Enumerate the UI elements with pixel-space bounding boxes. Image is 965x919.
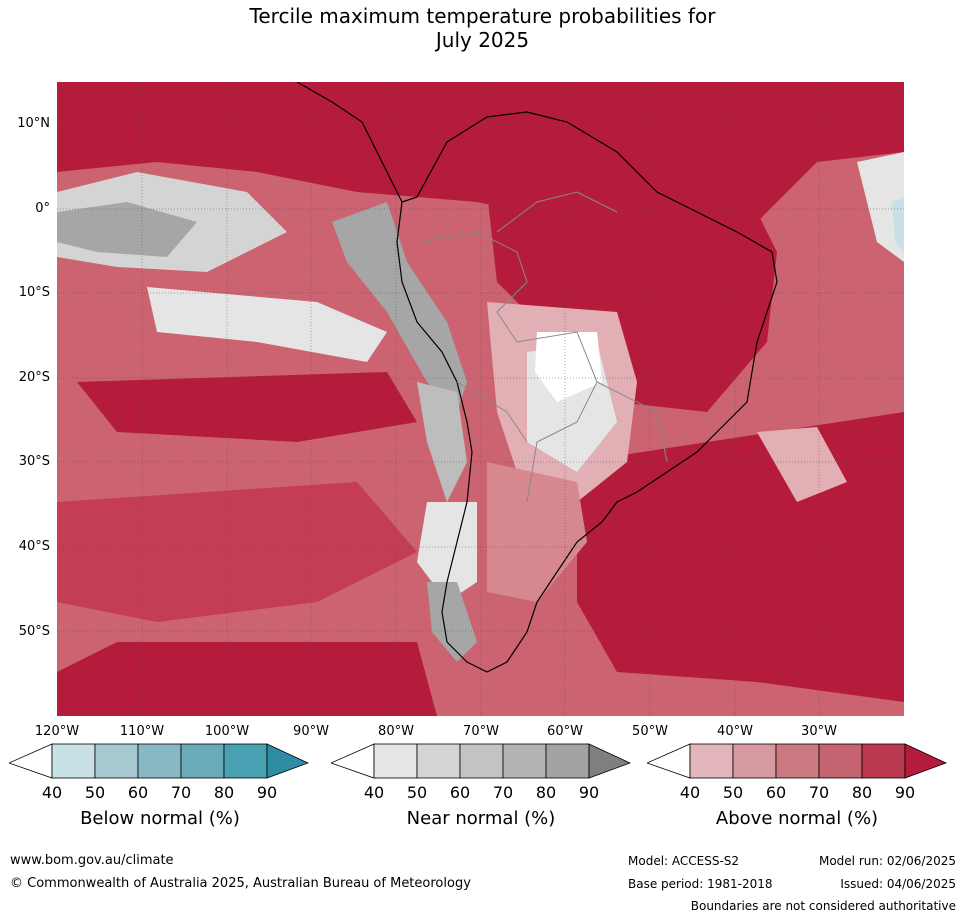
legend-below-swatch-3 [180,743,225,779]
legend-near-swatch-4 [545,743,590,779]
region-near-70-coast-south [417,382,467,502]
lon-label-120w: 120°W [34,724,80,739]
legend-above-swatch-4 [861,743,906,779]
lat-label-10n: 10°N [17,116,50,131]
legend-near-tick: 40 [363,783,385,802]
legend-above-swatch-1 [732,743,777,779]
footer-copyright: © Commonwealth of Australia 2025, Austra… [10,876,471,891]
legend-above-tick: 90 [894,783,916,802]
legend-near-swatch-1 [416,743,461,779]
legend-above-tick: 40 [679,783,701,802]
legend-below-swatch-0 [51,743,96,779]
legend-near-tick: 60 [449,783,471,802]
legend-below-tick: 60 [127,783,149,802]
legend-near-tick: 70 [492,783,514,802]
region-near-50-pacific-band [147,287,387,362]
probability-map [57,82,904,716]
region-near-80-andes-coast [332,202,467,412]
region-below-50-east [892,197,904,252]
lon-label-50w: 50°W [632,724,668,739]
legend-near-title: Near normal (%) [406,808,556,829]
legend-above-swatch-2 [775,743,820,779]
region-above-80-pacific-south [57,482,417,622]
graticule [57,82,904,716]
title-line-1: Tercile maximum temperature probabilitie… [249,4,716,28]
legend-near-swatch-0 [373,743,418,779]
footer-issued: Issued: 04/06/2025 [840,877,956,891]
legend-above-tick: 70 [808,783,830,802]
legend-below-tick: 40 [41,783,63,802]
legend-near-tick: 80 [535,783,557,802]
legend-above-swatch-3 [818,743,863,779]
footer-website: www.bom.gov.au/climate [10,853,174,868]
footer-base-period: Base period: 1981-2018 [628,877,773,891]
lon-label-70w: 70°W [463,724,499,739]
legend-below-tick: 80 [213,783,235,802]
legend-near-swatch-2 [459,743,504,779]
legend-above-high-arrow [904,743,947,779]
legend-below-tick: 50 [84,783,106,802]
lat-label-40s: 40°S [18,539,50,554]
legend-above-colorbar [647,743,947,779]
legend-near-swatch-3 [502,743,547,779]
footer-disclaimer: Boundaries are not considered authoritat… [690,899,956,913]
legend-above-tick: 50 [722,783,744,802]
region-above-50-atlantic-spots [757,427,847,502]
lon-label-90w: 90°W [293,724,329,739]
lon-label-100w: 100°W [204,724,250,739]
region-above-90-pacific [77,372,417,442]
coastline-south-america [396,111,778,673]
region-near-80-patagonia [427,582,477,662]
legend-above-low-arrow [647,743,691,779]
legend-below-swatch-1 [94,743,139,779]
lat-label-0: 0° [35,201,50,216]
region-above-90-sw [57,642,437,716]
lat-label-50s: 50°S [18,624,50,639]
legend-above-tick: 80 [851,783,873,802]
lat-label-30s: 30°S [18,454,50,469]
legend-near-high-arrow [588,743,631,779]
legend-below-swatch-2 [137,743,182,779]
region-above-60-argentina [487,462,587,602]
lon-label-80w: 80°W [378,724,414,739]
region-above-90-north [57,82,904,232]
legend-near-colorbar [331,743,631,779]
footer-model-run: Model run: 02/06/2025 [818,854,956,868]
region-white-core [535,332,602,402]
legend-below-title: Below normal (%) [80,808,240,829]
lat-label-20s: 20°S [18,370,50,385]
legend-below-low-arrow [9,743,53,779]
country-borders [416,191,668,503]
legend-near-low-arrow [331,743,375,779]
legend-near-tick: 90 [578,783,600,802]
legend-above-swatch-0 [689,743,734,779]
legend-above-title: Above normal (%) [715,808,879,829]
legend-below-tick: 90 [256,783,278,802]
map-title: Tercile maximum temperature probabilitie… [0,4,965,52]
lon-label-30w: 30°W [801,724,837,739]
footer-model: Model: ACCESS-S2 [628,854,740,868]
title-line-2: July 2025 [435,28,530,52]
legend-below-tick: 70 [170,783,192,802]
region-near-50-east [857,152,904,262]
lon-label-60w: 60°W [547,724,583,739]
legend-below-high-arrow [266,743,309,779]
coastline-central-america [296,82,403,203]
region-near-80-pacific [57,202,197,257]
legend-above-tick: 60 [765,783,787,802]
lon-label-110w: 110°W [119,724,165,739]
region-near-50-chile [417,502,477,602]
region-above-90-brazil [487,192,777,412]
lon-label-40w: 40°W [717,724,753,739]
legend-below-swatch-4 [223,743,268,779]
legend-below-colorbar [9,743,309,779]
lat-label-10s: 10°S [18,285,50,300]
legend-near-tick: 50 [406,783,428,802]
